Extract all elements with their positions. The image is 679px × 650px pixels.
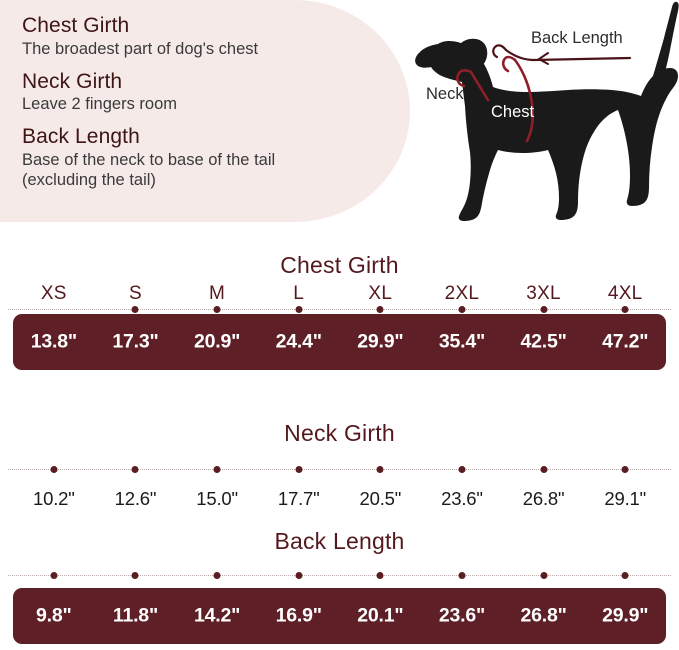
size-label-row: XS S M L XL 2XL 3XL 4XL <box>13 279 666 305</box>
value-chest-girth-s: 17.3" <box>112 330 159 353</box>
axis-dot-s <box>131 572 139 579</box>
size-label-xl: XL <box>368 283 393 304</box>
value-neck-girth-s: 12.6" <box>114 488 157 509</box>
size-label-l: L <box>293 283 305 304</box>
value-row-neck-girth: 10.2" 12.6" 15.0" 17.7" 20.5" 23.6" 26.8" 29.1" <box>13 486 666 516</box>
value-back-length-3xl: 26.8" <box>520 604 567 627</box>
value-neck-girth-l: 17.7" <box>277 488 320 509</box>
axis-dot-l <box>295 572 303 579</box>
info-block-neck-girth: Neck Girth Leave 2 fingers room <box>22 70 362 116</box>
value-back-length-m: 14.2" <box>193 604 241 627</box>
label-neck: Neck <box>426 85 464 103</box>
value-back-length-l: 16.9" <box>275 604 322 627</box>
axis-chest-girth <box>8 305 671 314</box>
axis-dot-3xl <box>540 466 548 473</box>
info-desc-back-length: Base of the neck to base of the tail (ex… <box>22 150 276 189</box>
axis-dot-3xl <box>540 572 548 579</box>
axis-dot-4xl <box>621 572 629 579</box>
section-chest-girth: Chest Girth XS S M L XL 2XL 3XL 4XL 13.8" 17.3" 2… <box>0 252 679 370</box>
info-desc-neck-girth: Leave 2 fingers room <box>22 95 178 114</box>
info-desc-chest-girth: The broadest part of dog's chest <box>22 39 259 58</box>
value-back-length-s: 11.8" <box>112 604 158 627</box>
axis-dot-m <box>213 572 221 579</box>
dog-illustration: Back Length Neck Chest <box>398 0 679 232</box>
info-block-back-length: Back Length Base of the neck to base of … <box>22 125 362 190</box>
value-chest-girth-xs: 13.8" <box>30 330 77 353</box>
size-label-m: M <box>208 283 226 304</box>
axis-dot-3xl <box>540 306 548 313</box>
section-neck-girth: Neck Girth 10.2" 12.6" 15.0" 17.7" 20.5" 23.6… <box>0 420 679 516</box>
value-neck-girth-xl: 20.5" <box>359 488 402 509</box>
axis-neck-girth <box>8 465 671 474</box>
info-title-back-length: Back Length <box>22 125 140 149</box>
value-back-length-xl: 20.1" <box>357 604 404 627</box>
section-title-neck-girth: Neck Girth <box>284 420 395 446</box>
value-back-length-4xl: 29.9" <box>602 604 649 627</box>
size-label-4xl: 4XL <box>607 283 643 304</box>
axis-dot-xl <box>376 572 384 579</box>
axis-dot-xs <box>50 466 58 473</box>
section-title-back-length: Back Length <box>274 528 405 554</box>
axis-dot-m <box>213 466 221 473</box>
axis-dotted-line <box>8 575 671 576</box>
chest-measure-line <box>501 55 535 143</box>
axis-dot-l <box>295 466 303 473</box>
info-title-neck-girth: Neck Girth <box>22 69 123 93</box>
size-label-xs: XS <box>40 283 67 304</box>
size-label-s: S <box>128 283 142 304</box>
axis-dot-xs <box>50 572 58 579</box>
axis-dot-xl <box>376 306 384 313</box>
value-back-length-2xl: 23.6" <box>438 604 486 627</box>
axis-dot-4xl <box>621 306 629 313</box>
info-panel-content: Chest Girth The broadest part of dog's c… <box>22 14 362 190</box>
value-chest-girth-3xl: 42.5" <box>520 330 567 353</box>
size-label-3xl: 3XL <box>526 283 561 304</box>
value-neck-girth-4xl: 29.1" <box>604 488 646 509</box>
axis-dotted-line <box>8 469 671 470</box>
axis-back-length <box>8 571 671 580</box>
neck-measure-line <box>456 69 490 102</box>
info-block-chest-girth: Chest Girth The broadest part of dog's c… <box>22 14 362 60</box>
axis-dot-2xl <box>458 466 466 473</box>
axis-dot-2xl <box>458 306 466 313</box>
value-bar-chest-girth: 13.8" 17.3" 20.9" 24.4" 29.9" 35.4" 42.5" 47.2" <box>13 314 666 370</box>
back-length-arrow <box>492 44 632 65</box>
section-back-length: Back Length 9.8" 11.8" 14.2" 16.9" 20.1" 23.6… <box>0 528 679 644</box>
axis-dot-s <box>131 306 139 313</box>
axis-dot-l <box>295 306 303 313</box>
axis-dot-4xl <box>621 466 629 473</box>
value-chest-girth-m: 20.9" <box>193 330 241 353</box>
section-title-chest-girth: Chest Girth <box>280 252 399 278</box>
info-panel: Chest Girth The broadest part of dog's c… <box>0 0 410 222</box>
value-chest-girth-l: 24.4" <box>275 330 322 353</box>
value-back-length-xs: 9.8" <box>36 604 72 627</box>
label-chest: Chest <box>491 103 535 121</box>
axis-dot-xl <box>376 466 384 473</box>
value-chest-girth-xl: 29.9" <box>357 330 404 353</box>
value-neck-girth-2xl: 23.6" <box>441 488 483 509</box>
size-label-2xl: 2XL <box>444 283 480 304</box>
value-chest-girth-2xl: 35.4" <box>438 330 486 353</box>
axis-dot-m <box>213 306 221 313</box>
axis-dotted-line <box>8 309 671 310</box>
value-bar-back-length: 9.8" 11.8" 14.2" 16.9" 20.1" 23.6" 26.8" 29.9" <box>13 588 666 644</box>
axis-dot-s <box>131 466 139 473</box>
value-neck-girth-m: 15.0" <box>196 488 238 509</box>
axis-dot-2xl <box>458 572 466 579</box>
value-chest-girth-4xl: 47.2" <box>602 330 649 353</box>
value-neck-girth-3xl: 26.8" <box>522 488 565 509</box>
info-title-chest-girth: Chest Girth <box>22 14 130 37</box>
label-back-length: Back Length <box>531 29 623 47</box>
value-neck-girth-xs: 10.2" <box>33 488 75 509</box>
